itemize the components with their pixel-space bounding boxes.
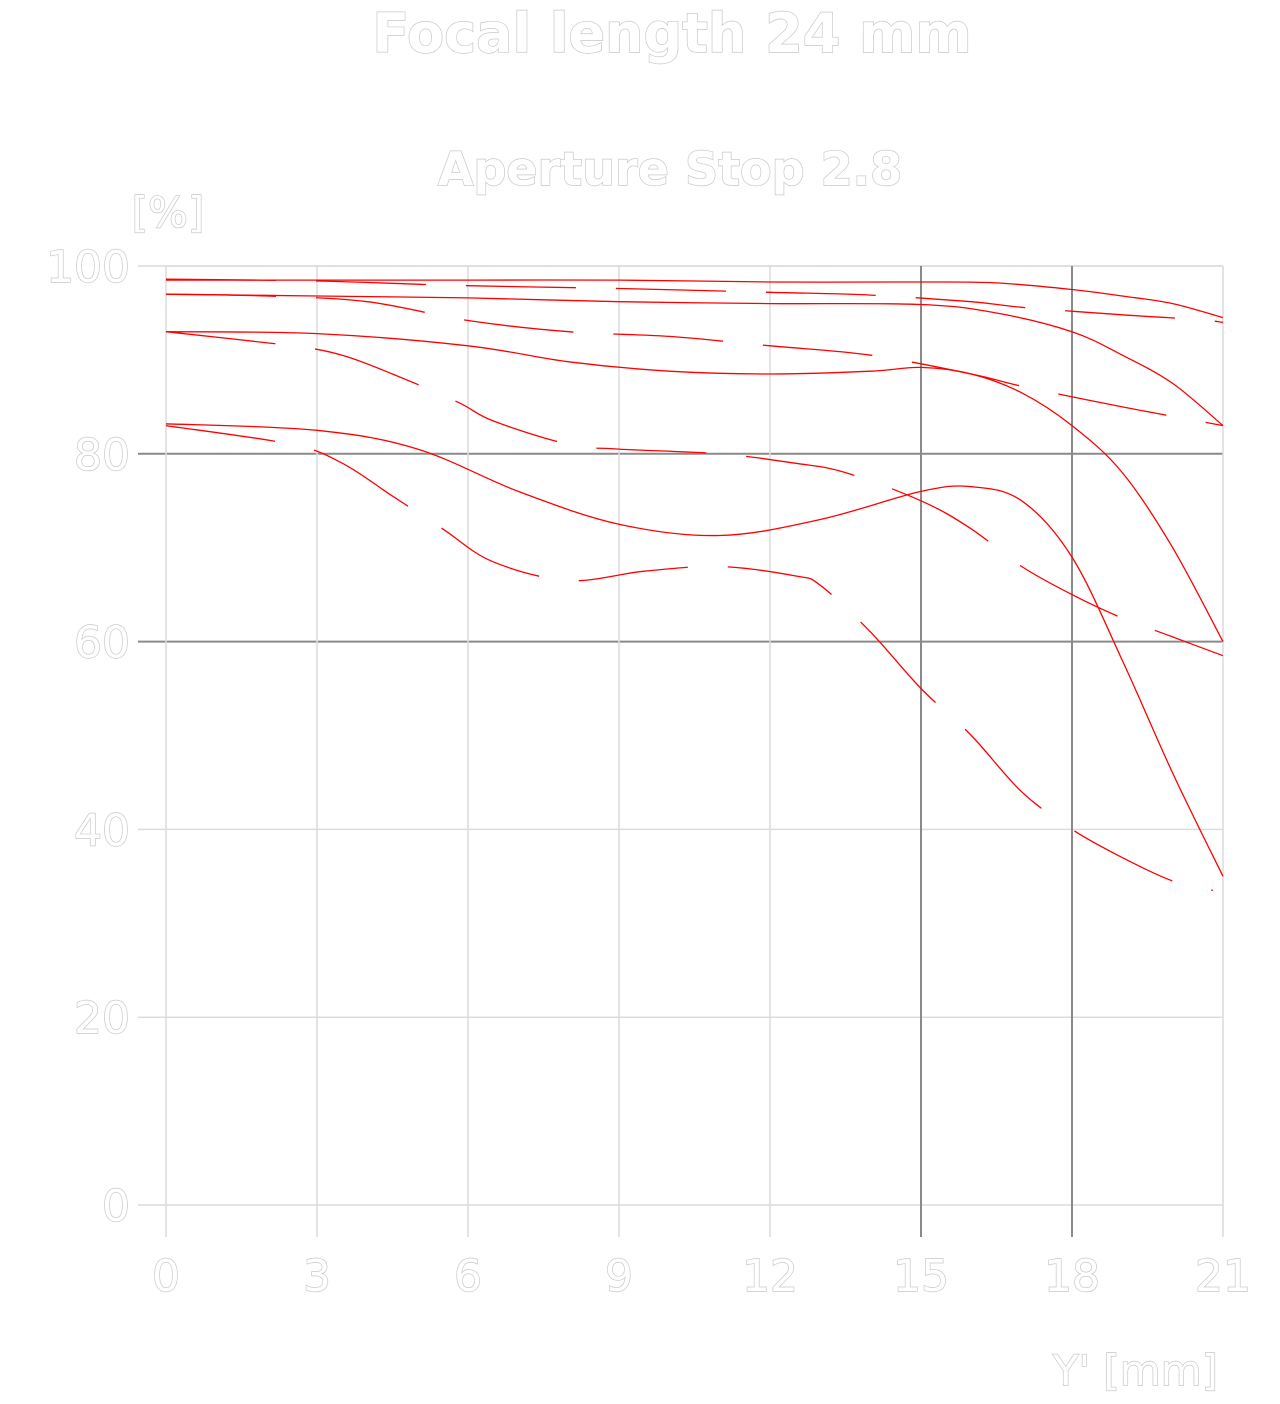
x-tick-label: 15 — [893, 1251, 949, 1302]
series-line-1 — [165, 279, 1224, 319]
series-line-4 — [165, 293, 1224, 427]
series-line-7 — [165, 423, 1224, 877]
x-tick-label: 9 — [605, 1251, 633, 1302]
x-tick-label: 12 — [742, 1251, 798, 1302]
chart-subtitle: Aperture Stop 2.8 — [438, 142, 902, 196]
series-layer — [165, 278, 1224, 892]
x-tick-label: 6 — [454, 1251, 482, 1302]
y-tick-label: 20 — [74, 993, 130, 1044]
y-tick-label: 0 — [102, 1181, 130, 1232]
x-tick-label: 0 — [152, 1251, 180, 1302]
x-tick-label: 21 — [1195, 1251, 1251, 1302]
y-tick-label: 60 — [74, 618, 130, 669]
series-line-8 — [165, 424, 1214, 892]
y-tick-label: 100 — [46, 242, 130, 293]
x-tick-label: 18 — [1044, 1251, 1100, 1302]
y-tick-label: 80 — [74, 430, 130, 481]
tick-labels: 0 20 40 60 80 100 0 3 6 9 12 15 18 21 — [45, 241, 1251, 1302]
y-tick-label: 40 — [74, 805, 130, 856]
grid — [138, 265, 1224, 1237]
series-line-5 — [165, 331, 1224, 642]
x-tick-label: 3 — [303, 1251, 331, 1302]
chart-title: Focal length 24 mm — [372, 2, 971, 65]
series-line-3 — [165, 293, 1224, 427]
series-line-6 — [165, 331, 1224, 657]
y-axis-label: [%] — [132, 188, 205, 237]
series-line-2 — [165, 278, 1224, 323]
x-axis-label: Y' [mm] — [1052, 1346, 1218, 1395]
